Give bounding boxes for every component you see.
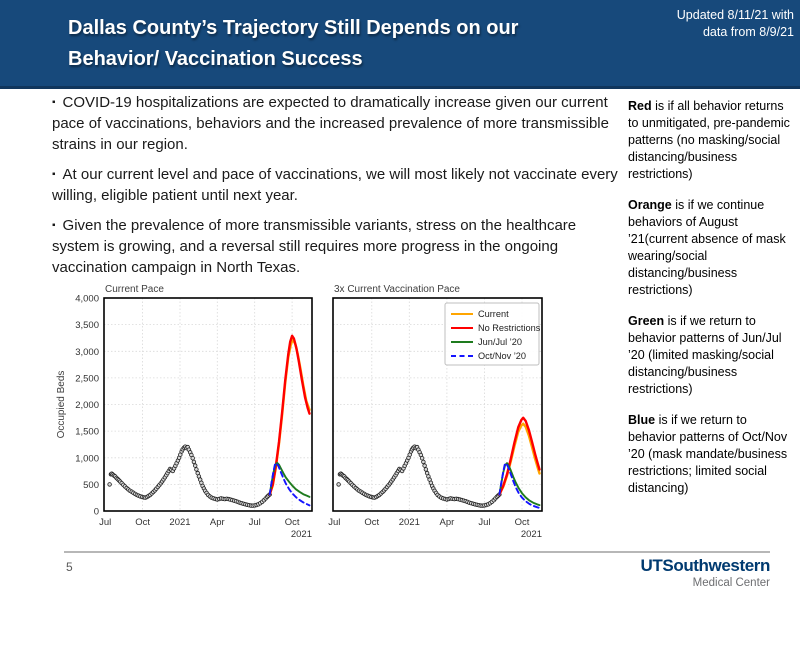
svg-text:Oct/Nov ’20: Oct/Nov ’20 xyxy=(478,351,526,361)
svg-text:4,000: 4,000 xyxy=(75,294,99,305)
bullet-square-icon: ▪ xyxy=(52,97,56,108)
svg-text:1,000: 1,000 xyxy=(75,453,99,464)
scenario-red-text: is if all behavior returns to unmitigate… xyxy=(628,99,790,181)
series-observed xyxy=(107,444,272,508)
chart-current-pace-svg: Jul Oct 2021 Apr Jul Oct202105001,0001,5002,0… xyxy=(56,284,313,541)
svg-text:2021: 2021 xyxy=(521,529,542,540)
svg-text:Jun/Jul ’20: Jun/Jul ’20 xyxy=(478,337,522,347)
slide-title: Dallas County’s Trajectory Still Depends… xyxy=(68,13,518,75)
scenario-green: Green is if we return to behavior patter… xyxy=(628,313,792,398)
scenario-orange-label: Orange xyxy=(628,198,672,212)
scenario-green-label: Green xyxy=(628,314,665,328)
series-line xyxy=(268,334,311,496)
series-line xyxy=(498,416,541,496)
series-line xyxy=(268,462,311,507)
plot-border xyxy=(103,297,313,512)
scenario-blue-label: Blue xyxy=(628,413,656,427)
svg-text:2021: 2021 xyxy=(169,517,190,528)
y-axis-label: Occupied Beds xyxy=(56,371,67,439)
axis-labels: Jul Oct 2021 Apr Jul Oct202105001,0001,5002,0… xyxy=(75,294,312,541)
bullet-item-1: ▪ COVID-19 hospitalizations are expected … xyxy=(52,92,618,155)
chart-current-pace: Jul Oct 2021 Apr Jul Oct 2021 0 500 1,000 1,500 2,0… xyxy=(52,280,322,542)
svg-text:Apr: Apr xyxy=(210,517,225,528)
scenario-legend-sidebar: Red is if all behavior returns to unmiti… xyxy=(628,98,792,511)
svg-text:2,500: 2,500 xyxy=(75,373,99,384)
svg-text:Jul: Jul xyxy=(478,517,490,528)
chart-3x-vaccination-pace: Jul Oct 2021 Apr Jul Oct 2021 3x Current Vaccin… xyxy=(325,280,555,542)
svg-text:2021: 2021 xyxy=(291,529,312,540)
slide-title-line2: Behavior/ Vaccination Success xyxy=(68,48,363,70)
bullet-square-icon: ▪ xyxy=(52,169,56,180)
svg-text:Oct: Oct xyxy=(135,517,150,528)
gridlines xyxy=(104,298,312,511)
logo-primary-text: UTSouthwestern xyxy=(640,556,771,575)
scenario-orange: Orange is if we continue behaviors of Au… xyxy=(628,197,792,299)
svg-text:3,000: 3,000 xyxy=(75,347,99,358)
scenario-green-text: is if we return to behavior patterns of … xyxy=(628,314,782,396)
bullet-square-icon: ▪ xyxy=(52,220,56,231)
header-bar: Dallas County’s Trajectory Still Depends… xyxy=(0,0,800,89)
svg-text:Oct: Oct xyxy=(515,517,530,528)
chart-title: Current Pace xyxy=(105,284,164,295)
slide-title-line1: Dallas County’s Trajectory Still Depends… xyxy=(68,17,519,39)
bullet-item-3: ▪ Given the prevalence of more transmissi… xyxy=(52,215,618,278)
svg-text:500: 500 xyxy=(83,480,99,491)
footer-divider xyxy=(64,551,770,553)
plot-border xyxy=(332,297,543,512)
svg-text:Oct: Oct xyxy=(364,517,379,528)
svg-text:Oct: Oct xyxy=(285,517,300,528)
scenario-blue-text: is if we return to behavior patterns of … xyxy=(628,413,788,495)
svg-text:Current: Current xyxy=(478,309,509,319)
svg-text:2,000: 2,000 xyxy=(75,400,99,411)
svg-text:Apr: Apr xyxy=(440,517,455,528)
chart-legend: Current No Restrictions Jun/Jul ’20 Oct/Nov… xyxy=(444,302,541,366)
bullet-list: ▪ COVID-19 hospitalizations are expected … xyxy=(52,92,618,287)
chart-title: 3x Current Vaccination Pace xyxy=(334,284,460,295)
svg-text:1,500: 1,500 xyxy=(75,427,99,438)
bullet-item-2: ▪ At our current level and pace of vaccin… xyxy=(52,164,618,206)
scenario-orange-text: is if we continue behaviors of August ’2… xyxy=(628,198,786,297)
svg-text:2021: 2021 xyxy=(399,517,420,528)
svg-text:Jul: Jul xyxy=(99,517,111,528)
scenario-blue: Blue is if we return to behavior pattern… xyxy=(628,412,792,497)
bullet-text-2: At our current level and pace of vaccina… xyxy=(52,166,618,204)
svg-text:0: 0 xyxy=(94,507,99,518)
series-line xyxy=(498,462,541,509)
updated-note-line2: data from 8/9/21 xyxy=(702,25,794,39)
scenario-red-label: Red xyxy=(628,99,652,113)
svg-text:Jul: Jul xyxy=(328,517,340,528)
svg-text:Jul: Jul xyxy=(249,517,261,528)
series-observed xyxy=(336,444,502,508)
bullet-text-3: Given the prevalence of more transmissib… xyxy=(52,217,577,276)
svg-text:No Restrictions: No Restrictions xyxy=(478,323,541,333)
svg-text:3,500: 3,500 xyxy=(75,320,99,331)
page-number: 5 xyxy=(66,560,73,574)
bullet-text-1: COVID-19 hospitalizations are expected t… xyxy=(52,94,609,153)
updated-note-line1: Updated 8/11/21 with xyxy=(676,8,794,22)
updated-note: Updated 8/11/21 with data from 8/9/21 xyxy=(677,7,794,41)
series-line xyxy=(498,422,541,496)
utsouthwestern-logo: UTSouthwestern Medical Center xyxy=(640,556,771,589)
logo-secondary-text: Medical Center xyxy=(692,576,770,589)
scenario-red: Red is if all behavior returns to unmiti… xyxy=(628,98,792,183)
